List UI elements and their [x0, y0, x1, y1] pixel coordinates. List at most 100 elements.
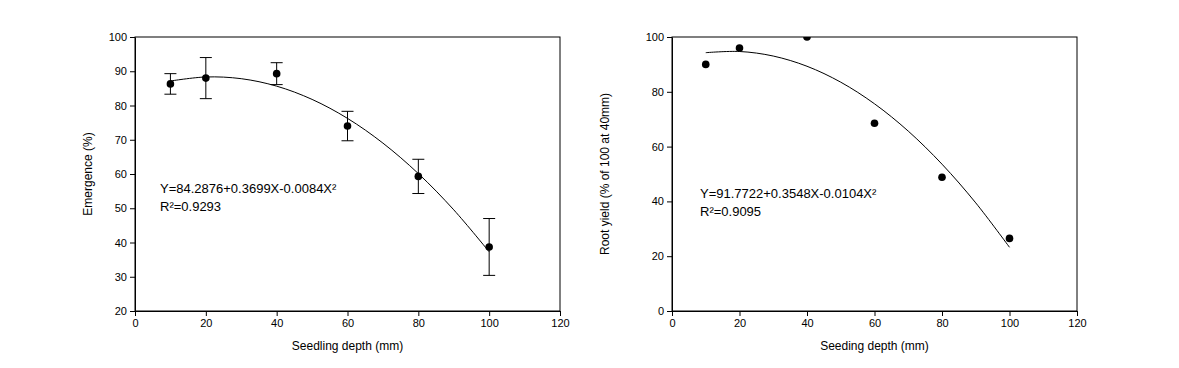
y-tick-label: 90 [115, 65, 127, 77]
y-tick: 50 [115, 202, 135, 214]
x-tick-mark [206, 311, 207, 316]
error-bar-cap [200, 98, 212, 99]
y-tick-label: 40 [115, 237, 127, 249]
figure: 0204060801001202030405060708090100Seedli… [0, 0, 1179, 368]
data-point [273, 70, 281, 78]
y-tick: 40 [115, 237, 135, 249]
x-axis: 0 20 40 60 80 100 120 [669, 311, 1086, 329]
x-tick: 40 [801, 311, 813, 329]
x-axis: 020406080100120 [132, 311, 569, 329]
chart: 0204060801001202030405060708090100Seedli… [81, 31, 570, 353]
x-tick-mark [348, 311, 349, 316]
x-axis-title: Seeding depth (mm) [820, 339, 929, 353]
x-tick-mark [418, 311, 419, 316]
y-tick-label: 40 [652, 195, 664, 207]
x-tick-mark [560, 311, 561, 316]
data-point [202, 74, 210, 82]
x-tick-mark [1010, 311, 1011, 316]
x-tick: 80 [413, 311, 425, 329]
y-tick-mark [130, 311, 135, 312]
y-tick-mark [130, 71, 135, 72]
x-tick-label: 20 [734, 317, 746, 329]
y-tick-mark [130, 243, 135, 244]
y-tick-mark [667, 201, 672, 202]
y-tick: 40 [652, 195, 672, 207]
error-bar [271, 63, 283, 85]
y-tick-mark [130, 208, 135, 209]
x-tick-mark [740, 311, 741, 316]
y-axis: 20 30 40 50 60 70 80 90 100 [109, 31, 136, 317]
x-tick-label: 80 [936, 317, 948, 329]
error-bar-cap [271, 62, 283, 63]
y-tick-mark [130, 37, 135, 38]
x-tick-label: 120 [1068, 317, 1086, 329]
fit-curve [170, 77, 489, 252]
x-tick: 40 [271, 311, 283, 329]
y-tick-mark [130, 106, 135, 107]
y-tick-label: 60 [115, 168, 127, 180]
annotation: Y=84.2876+0.3699X-0.0084X² [160, 181, 337, 196]
y-tick: 60 [115, 168, 135, 180]
y-tick-mark [667, 92, 672, 93]
x-tick: 100 [1001, 311, 1019, 329]
error-bar-cap [412, 193, 424, 194]
data-point [871, 120, 879, 128]
y-tick-label: 100 [109, 31, 127, 43]
y-tick: 100 [646, 31, 672, 43]
y-axis-line [135, 38, 136, 312]
annotation: R²=0.9293 [160, 199, 221, 214]
y-tick: 100 [109, 31, 135, 43]
x-tick-label: 60 [342, 317, 354, 329]
y-axis-title: Root yield (% of 100 at 40mm) [598, 93, 612, 255]
y-tick-label: 80 [115, 100, 127, 112]
plot-area [164, 58, 495, 276]
y-tick-label: 20 [115, 305, 127, 317]
annotation: Y=91.7722+0.3548X-0.0104X² [700, 186, 877, 201]
y-tick-mark [667, 311, 672, 312]
plot-frame [135, 37, 560, 311]
data-point [803, 37, 811, 41]
x-tick: 0 [132, 311, 138, 329]
x-tick: 60 [869, 311, 881, 329]
y-axis: 020406080100 [646, 31, 673, 317]
x-tick-label: 40 [271, 317, 283, 329]
x-tick-label: 40 [801, 317, 813, 329]
x-tick-mark [807, 311, 808, 316]
y-tick: 90 [115, 65, 135, 77]
error-bar-cap [164, 73, 176, 74]
x-tick-label: 80 [413, 317, 425, 329]
y-tick-mark [130, 277, 135, 278]
x-tick-mark [942, 311, 943, 316]
x-tick: 0 [669, 311, 675, 329]
data-point [167, 80, 175, 88]
y-tick: 0 [658, 305, 672, 317]
y-tick-label: 80 [652, 86, 664, 98]
y-tick-label: 30 [115, 271, 127, 283]
y-tick-label: 50 [115, 202, 127, 214]
x-tick-label: 60 [869, 317, 881, 329]
y-tick-mark [667, 147, 672, 148]
x-tick-mark [672, 311, 673, 316]
error-bar [164, 74, 176, 95]
error-bar-cap [412, 159, 424, 160]
x-tick-mark [277, 311, 278, 316]
y-tick-mark [130, 174, 135, 175]
error-bar-cap [342, 111, 354, 112]
error-bar-cap [164, 94, 176, 95]
y-axis-title: Emergence (%) [81, 132, 95, 215]
chart: 020406080100120020406080100Seeding depth… [598, 31, 1087, 353]
y-tick: 20 [652, 250, 672, 262]
y-tick: 80 [652, 86, 672, 98]
x-tick-label: 100 [480, 317, 498, 329]
x-tick-label: 120 [551, 317, 569, 329]
x-tick: 80 [936, 311, 948, 329]
annotation: R²=0.9095 [700, 204, 761, 219]
x-tick-mark [489, 311, 490, 316]
error-bar-cap [483, 275, 495, 276]
y-tick-label: 70 [115, 134, 127, 146]
x-tick: 120 [1068, 311, 1086, 329]
x-tick: 60 [342, 311, 354, 329]
x-tick-mark [135, 311, 136, 316]
y-tick-label: 0 [658, 305, 664, 317]
x-tick-mark [1077, 311, 1078, 316]
